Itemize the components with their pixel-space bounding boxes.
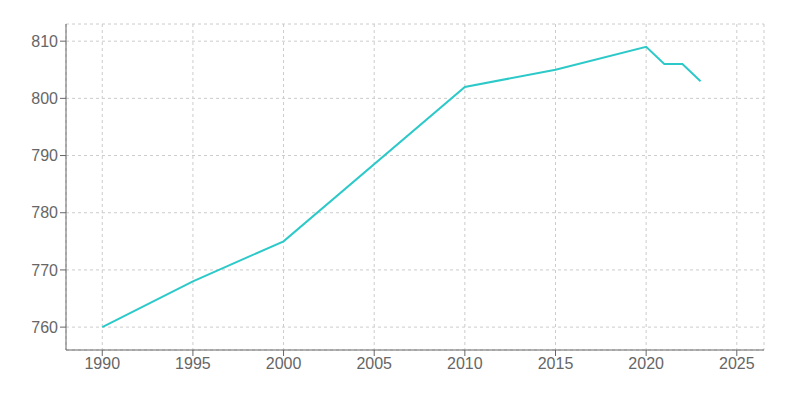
svg-text:2005: 2005: [356, 355, 392, 372]
svg-text:1995: 1995: [175, 355, 211, 372]
svg-text:2000: 2000: [266, 355, 302, 372]
svg-text:800: 800: [31, 90, 58, 107]
svg-text:1990: 1990: [84, 355, 120, 372]
svg-text:770: 770: [31, 262, 58, 279]
svg-text:2010: 2010: [447, 355, 483, 372]
svg-text:780: 780: [31, 204, 58, 221]
svg-text:2015: 2015: [538, 355, 574, 372]
svg-text:810: 810: [31, 33, 58, 50]
svg-text:790: 790: [31, 147, 58, 164]
svg-text:2025: 2025: [719, 355, 755, 372]
svg-text:760: 760: [31, 319, 58, 336]
svg-text:2020: 2020: [628, 355, 664, 372]
